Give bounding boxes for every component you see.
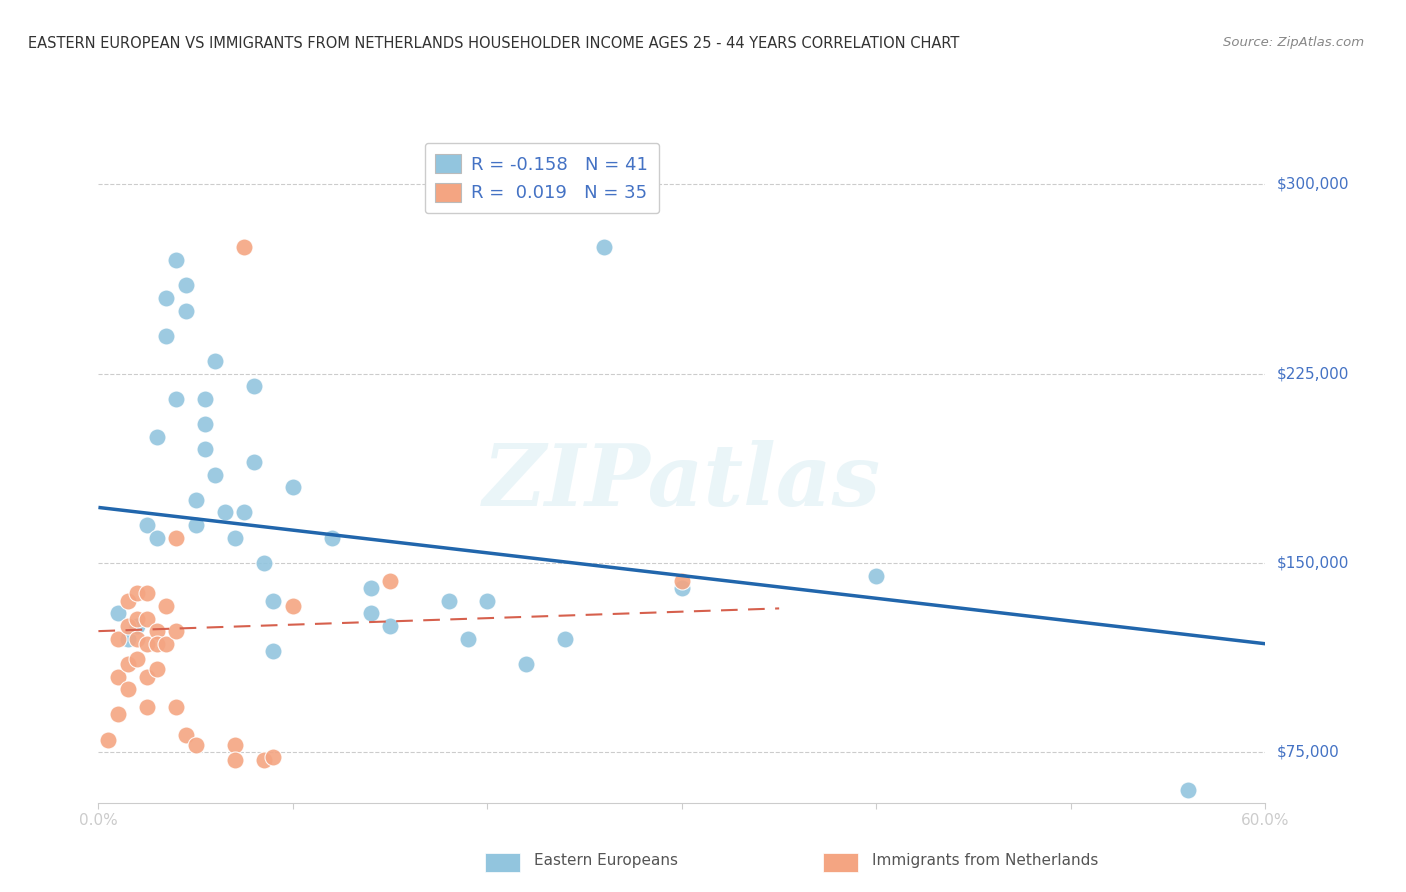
Point	[360, 581, 382, 595]
Point	[127, 611, 149, 625]
Point	[146, 662, 169, 676]
Point	[107, 632, 129, 646]
Point	[262, 644, 284, 658]
Point	[127, 632, 149, 646]
Point	[165, 531, 187, 545]
Point	[671, 574, 693, 588]
Point	[281, 599, 304, 613]
Point	[253, 753, 276, 767]
Point	[194, 442, 217, 457]
Point	[165, 699, 187, 714]
Point	[117, 594, 139, 608]
Point	[117, 682, 139, 697]
Point	[174, 728, 197, 742]
Point	[224, 738, 246, 752]
Point	[243, 379, 266, 393]
Point	[865, 568, 887, 582]
Point	[136, 586, 159, 600]
Point	[155, 637, 177, 651]
Point	[127, 652, 149, 666]
Point	[194, 417, 217, 431]
Point	[136, 699, 159, 714]
Point	[127, 619, 149, 633]
Text: EASTERN EUROPEAN VS IMMIGRANTS FROM NETHERLANDS HOUSEHOLDER INCOME AGES 25 - 44 : EASTERN EUROPEAN VS IMMIGRANTS FROM NETH…	[28, 36, 959, 51]
Point	[515, 657, 537, 671]
Point	[321, 531, 343, 545]
Point	[593, 240, 616, 254]
Point	[146, 637, 169, 651]
Point	[165, 253, 187, 268]
Point	[117, 657, 139, 671]
Point	[155, 328, 177, 343]
Point	[477, 594, 499, 608]
Text: Immigrants from Netherlands: Immigrants from Netherlands	[872, 854, 1098, 868]
Point	[127, 586, 149, 600]
Point	[146, 531, 169, 545]
Point	[262, 750, 284, 764]
Point	[146, 430, 169, 444]
Point	[224, 531, 246, 545]
Point	[117, 632, 139, 646]
Point	[437, 594, 460, 608]
Point	[165, 392, 187, 406]
Point	[224, 753, 246, 767]
Point	[107, 607, 129, 621]
Text: $225,000: $225,000	[1277, 366, 1350, 381]
Point	[146, 624, 169, 639]
Point	[262, 594, 284, 608]
Point	[243, 455, 266, 469]
Point	[281, 480, 304, 494]
Point	[360, 607, 382, 621]
Point	[204, 354, 226, 368]
Point	[107, 669, 129, 683]
Text: $75,000: $75,000	[1277, 745, 1340, 760]
Point	[174, 303, 197, 318]
Point	[165, 624, 187, 639]
Point	[174, 278, 197, 293]
Point	[233, 506, 256, 520]
Text: Eastern Europeans: Eastern Europeans	[534, 854, 678, 868]
Point	[184, 492, 207, 507]
Point	[204, 467, 226, 482]
Point	[117, 619, 139, 633]
Point	[253, 556, 276, 570]
Point	[97, 732, 120, 747]
Point	[184, 738, 207, 752]
Point	[155, 291, 177, 305]
Point	[136, 669, 159, 683]
Point	[136, 611, 159, 625]
Point	[554, 632, 576, 646]
Point	[136, 518, 159, 533]
Text: $300,000: $300,000	[1277, 177, 1350, 192]
Point	[457, 632, 479, 646]
Text: $150,000: $150,000	[1277, 556, 1350, 571]
Point	[1177, 783, 1199, 797]
Point	[233, 240, 256, 254]
Point	[136, 637, 159, 651]
Legend: R = -0.158   N = 41, R =  0.019   N = 35: R = -0.158 N = 41, R = 0.019 N = 35	[425, 143, 659, 213]
Point	[107, 707, 129, 722]
Text: ZIPatlas: ZIPatlas	[482, 440, 882, 524]
Text: Source: ZipAtlas.com: Source: ZipAtlas.com	[1223, 36, 1364, 49]
Point	[155, 599, 177, 613]
Point	[671, 581, 693, 595]
Point	[214, 506, 236, 520]
Point	[378, 619, 402, 633]
Point	[378, 574, 402, 588]
Point	[194, 392, 217, 406]
Point	[184, 518, 207, 533]
